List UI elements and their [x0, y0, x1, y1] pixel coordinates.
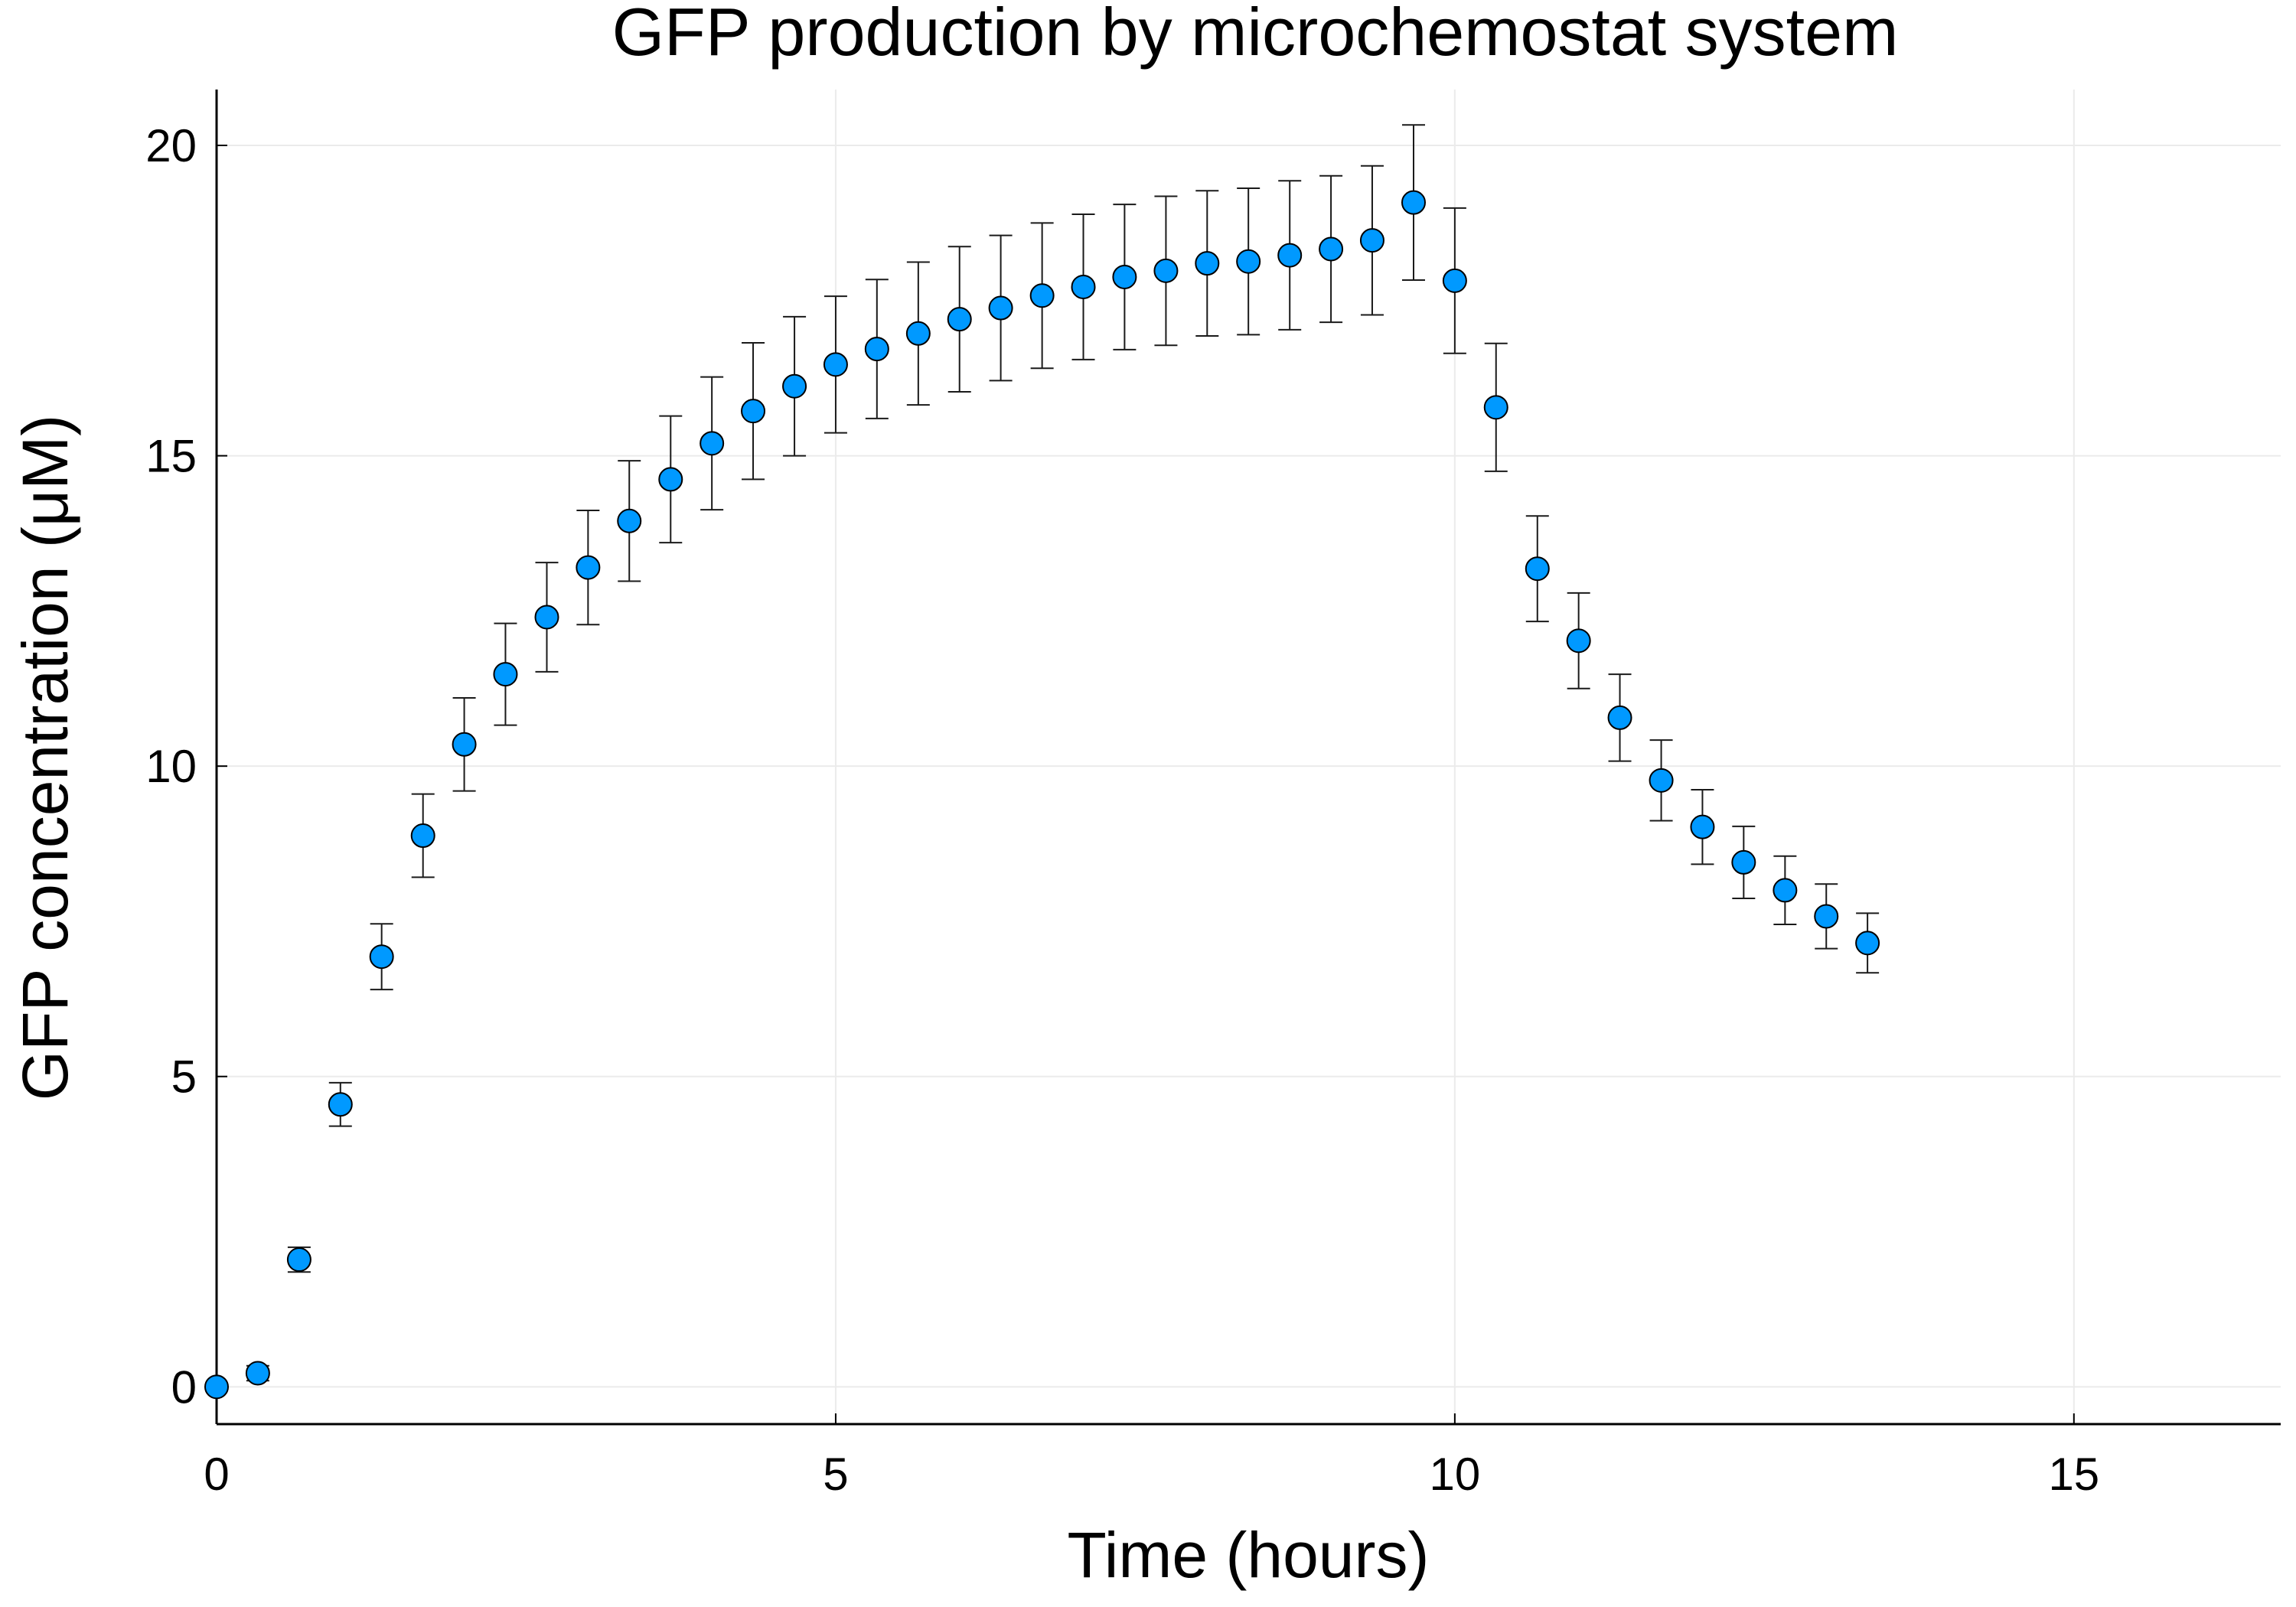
data-point — [204, 1374, 229, 1400]
data-point — [1153, 258, 1179, 283]
data-point — [576, 555, 601, 580]
data-point — [658, 467, 683, 492]
data-point — [782, 373, 807, 399]
data-point — [1195, 251, 1220, 276]
data-point — [1359, 228, 1384, 253]
data-point — [988, 295, 1013, 321]
y-tick-label: 20 — [145, 120, 197, 171]
data-point — [1690, 814, 1715, 839]
data-point — [1814, 904, 1839, 929]
data-point — [493, 662, 518, 687]
data-point — [1525, 556, 1550, 582]
y-axis-label: GFP concentration (μM) — [9, 415, 81, 1100]
y-tick-label: 10 — [145, 741, 197, 792]
x-tick-label: 15 — [2048, 1449, 2099, 1500]
data-point — [1442, 268, 1467, 293]
data-point — [1029, 283, 1055, 308]
data-point — [1277, 243, 1303, 268]
data-point — [947, 307, 972, 332]
points-layer — [204, 190, 1880, 1400]
data-point — [1607, 705, 1632, 730]
ticks-layer: 0 5 10 15 0 5 10 15 20 — [145, 120, 2099, 1500]
data-point — [1566, 628, 1591, 654]
data-point — [1236, 249, 1261, 274]
data-point — [864, 337, 889, 362]
data-point — [369, 944, 394, 970]
data-point — [245, 1361, 270, 1386]
data-point — [617, 508, 642, 533]
y-tick-label: 5 — [171, 1051, 197, 1103]
data-point — [286, 1247, 311, 1273]
data-point — [1773, 878, 1798, 903]
data-point — [410, 823, 435, 849]
data-point — [1483, 395, 1508, 420]
data-point — [823, 352, 848, 377]
y-tick-label: 0 — [171, 1361, 197, 1413]
data-point — [1071, 274, 1096, 299]
data-point — [1649, 768, 1674, 793]
x-tick-label: 0 — [204, 1449, 229, 1500]
x-axis-label: Time (hours) — [1068, 1519, 1430, 1591]
data-point — [700, 431, 725, 456]
x-tick-label: 5 — [823, 1449, 848, 1500]
data-point — [1401, 190, 1427, 215]
data-point — [741, 399, 766, 424]
x-tick-label: 10 — [1430, 1449, 1481, 1500]
chart-title: GFP production by microchemostat system — [612, 0, 1899, 70]
data-point — [1319, 236, 1344, 262]
data-point — [905, 321, 931, 346]
y-tick-label: 15 — [145, 431, 197, 482]
data-point — [1855, 931, 1880, 956]
data-point — [534, 605, 559, 630]
data-point — [328, 1092, 353, 1117]
data-point — [1112, 264, 1137, 289]
axes-layer — [215, 90, 2281, 1426]
data-point — [1731, 849, 1756, 875]
data-point — [452, 732, 477, 757]
